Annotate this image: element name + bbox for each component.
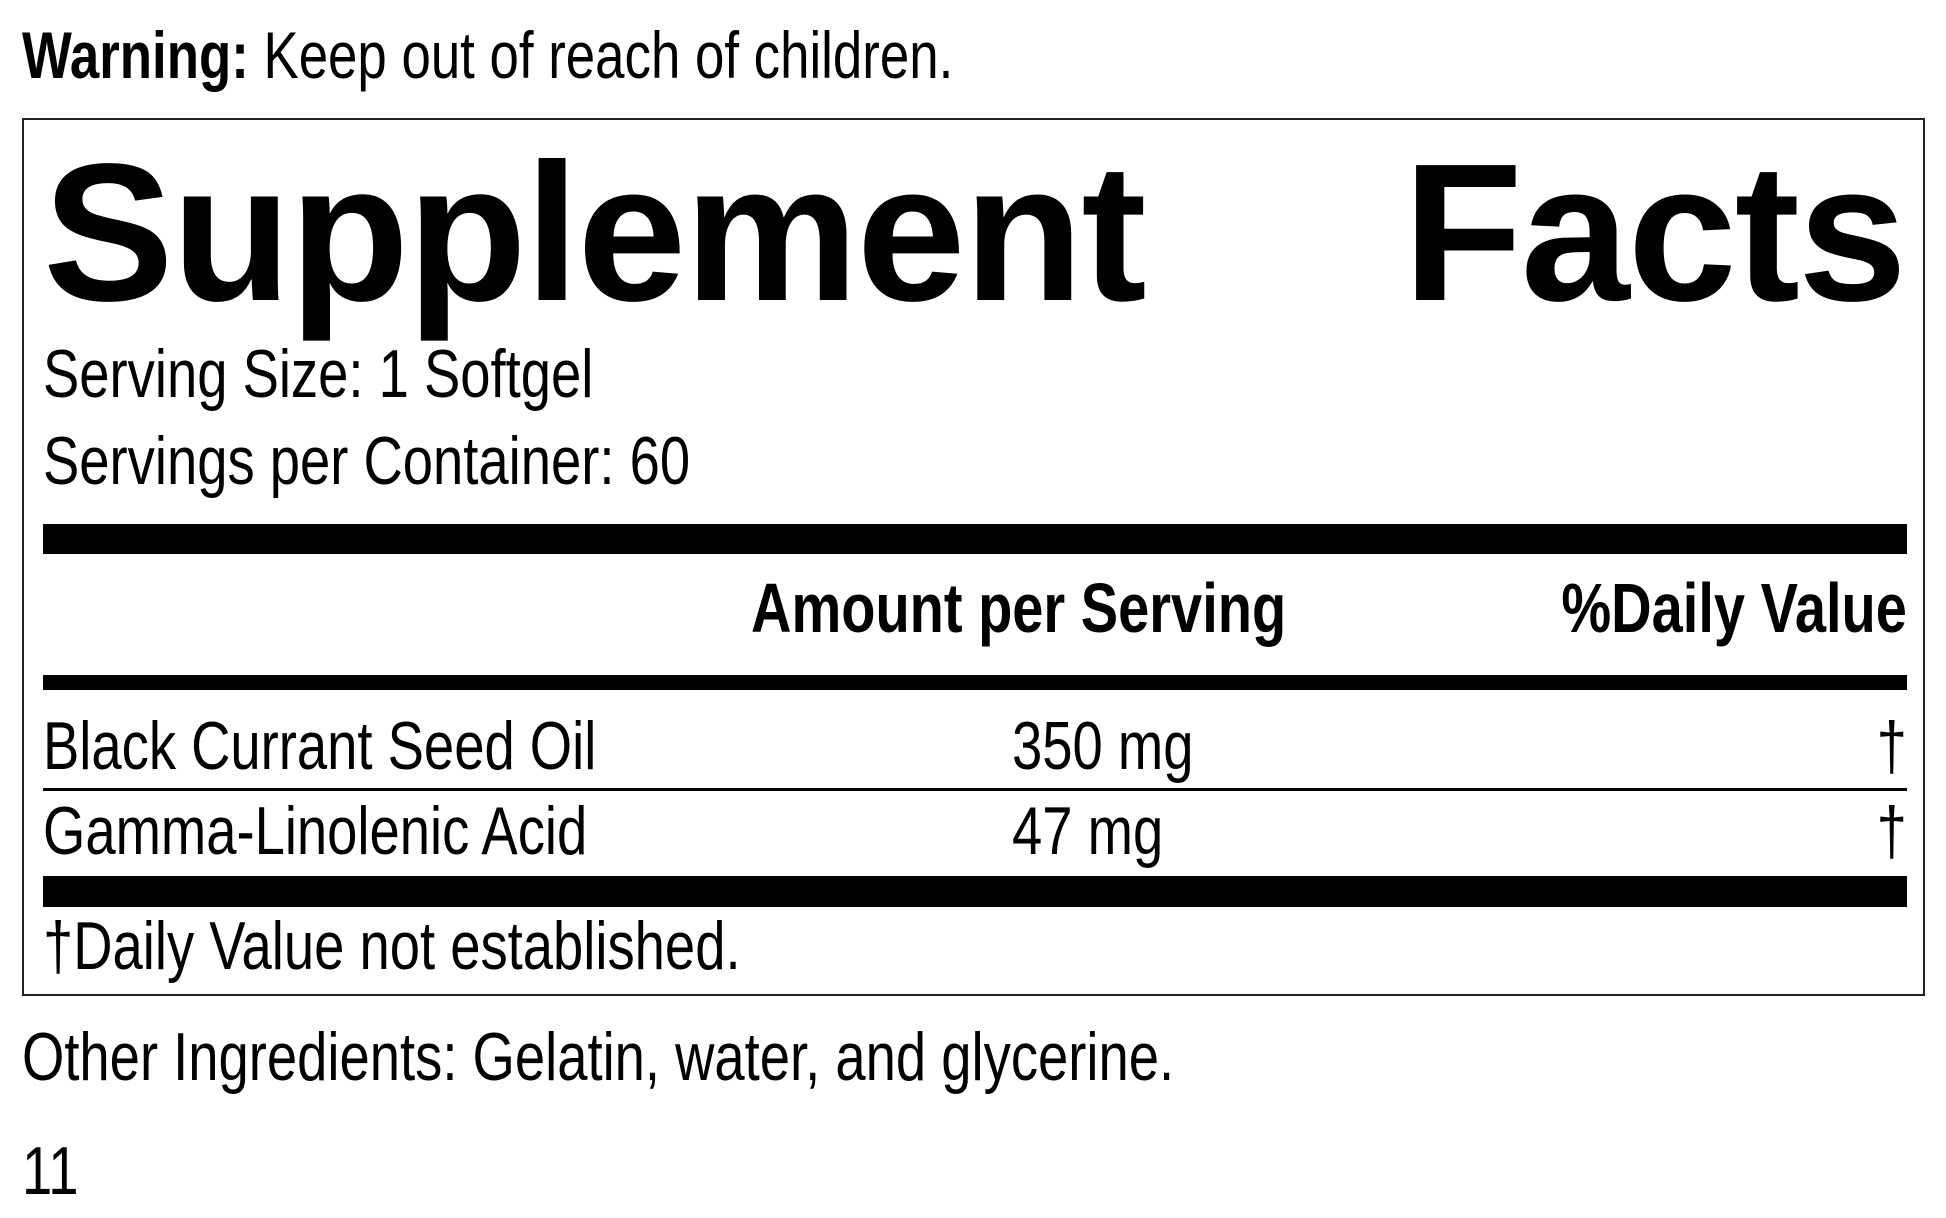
page-number: 11 <box>22 1133 79 1209</box>
title-word-supplement: Supplement <box>43 123 1147 342</box>
ingredient-dv: † <box>1876 708 1907 784</box>
title-word-facts: Facts <box>1402 123 1907 342</box>
thick-divider <box>43 524 1907 554</box>
supplement-facts-panel <box>22 118 1925 996</box>
ingredient-name: Gamma-Linolenic Acid <box>43 793 588 869</box>
medium-divider <box>43 675 1907 690</box>
thick-divider <box>43 876 1907 907</box>
header-daily-value: %Daily Value <box>1561 569 1907 647</box>
servings-per-container: Servings per Container: 60 <box>43 423 691 499</box>
thin-divider <box>43 788 1907 791</box>
header-amount: Amount per Serving <box>751 569 1287 647</box>
ingredient-amount: 350 mg <box>1012 708 1194 784</box>
ingredient-name: Black Currant Seed Oil <box>43 708 597 784</box>
warning-label: Warning: <box>22 18 249 92</box>
panel-title: Supplement Facts <box>43 123 1907 342</box>
other-ingredients: Other Ingredients: Gelatin, water, and g… <box>22 1019 1175 1095</box>
ingredient-dv: † <box>1876 793 1907 869</box>
ingredient-amount: 47 mg <box>1012 793 1164 869</box>
footnote: †Daily Value not established. <box>43 908 741 984</box>
warning-text: Warning: Keep out of reach of children. <box>22 22 1186 88</box>
serving-size: Serving Size: 1 Softgel <box>43 336 594 412</box>
warning-body: Keep out of reach of children. <box>263 18 954 92</box>
